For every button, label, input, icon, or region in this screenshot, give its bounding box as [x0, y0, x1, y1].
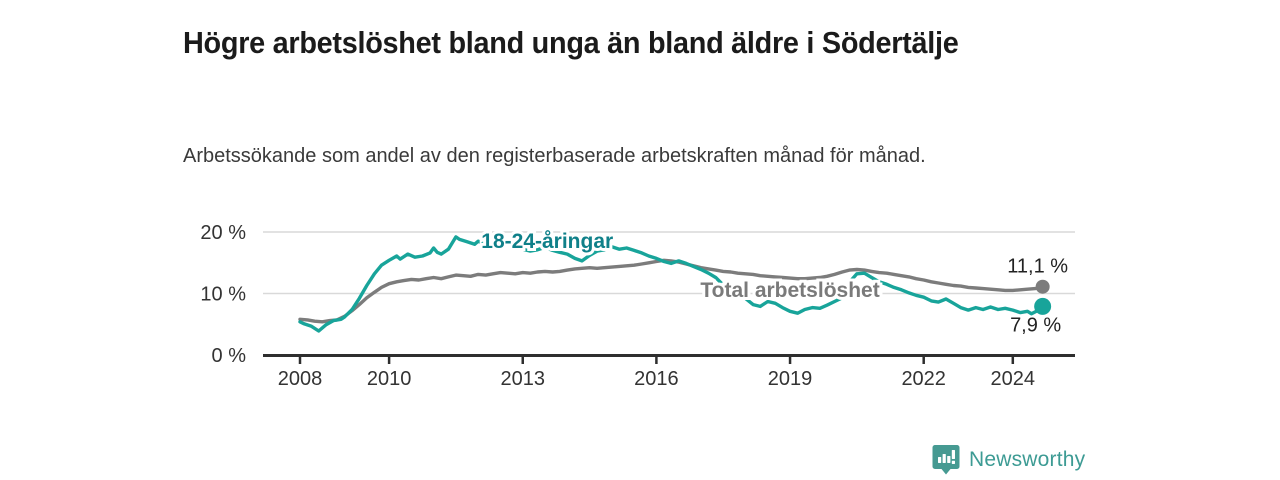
series-line	[298, 235, 1045, 333]
series-end-value: 7,9 %	[1010, 314, 1061, 336]
x-tick-label: 2019	[768, 368, 813, 390]
y-tick-label: 0 %	[212, 345, 247, 367]
newsworthy-logo-icon	[932, 444, 960, 475]
series-label: 18-24-åringar	[481, 230, 613, 253]
chart-subtitle: Arbetssökande som andel av den registerb…	[183, 145, 926, 167]
x-tick-label: 2013	[501, 368, 546, 390]
chart-title: Högre arbetslöshet bland unga än bland ä…	[183, 24, 959, 60]
series-end-dot	[1035, 279, 1050, 294]
series-label: Total arbetslöshet	[700, 279, 879, 302]
newsworthy-brand-link[interactable]: Newsworthy	[932, 444, 1085, 475]
x-tick-label: 2024	[991, 368, 1036, 390]
series-line	[298, 258, 1045, 324]
y-tick-label: 10 %	[200, 284, 246, 306]
x-tick-label: 2010	[367, 368, 412, 390]
x-tick-label: 2008	[278, 368, 323, 390]
x-tick-label: 2022	[901, 368, 946, 390]
y-tick-label: 20 %	[200, 222, 246, 244]
series-end-dot	[1034, 297, 1052, 315]
series-end-value: 11,1 %	[1007, 256, 1068, 278]
brand-name: Newsworthy	[969, 447, 1086, 471]
x-tick-label: 2016	[634, 368, 679, 390]
